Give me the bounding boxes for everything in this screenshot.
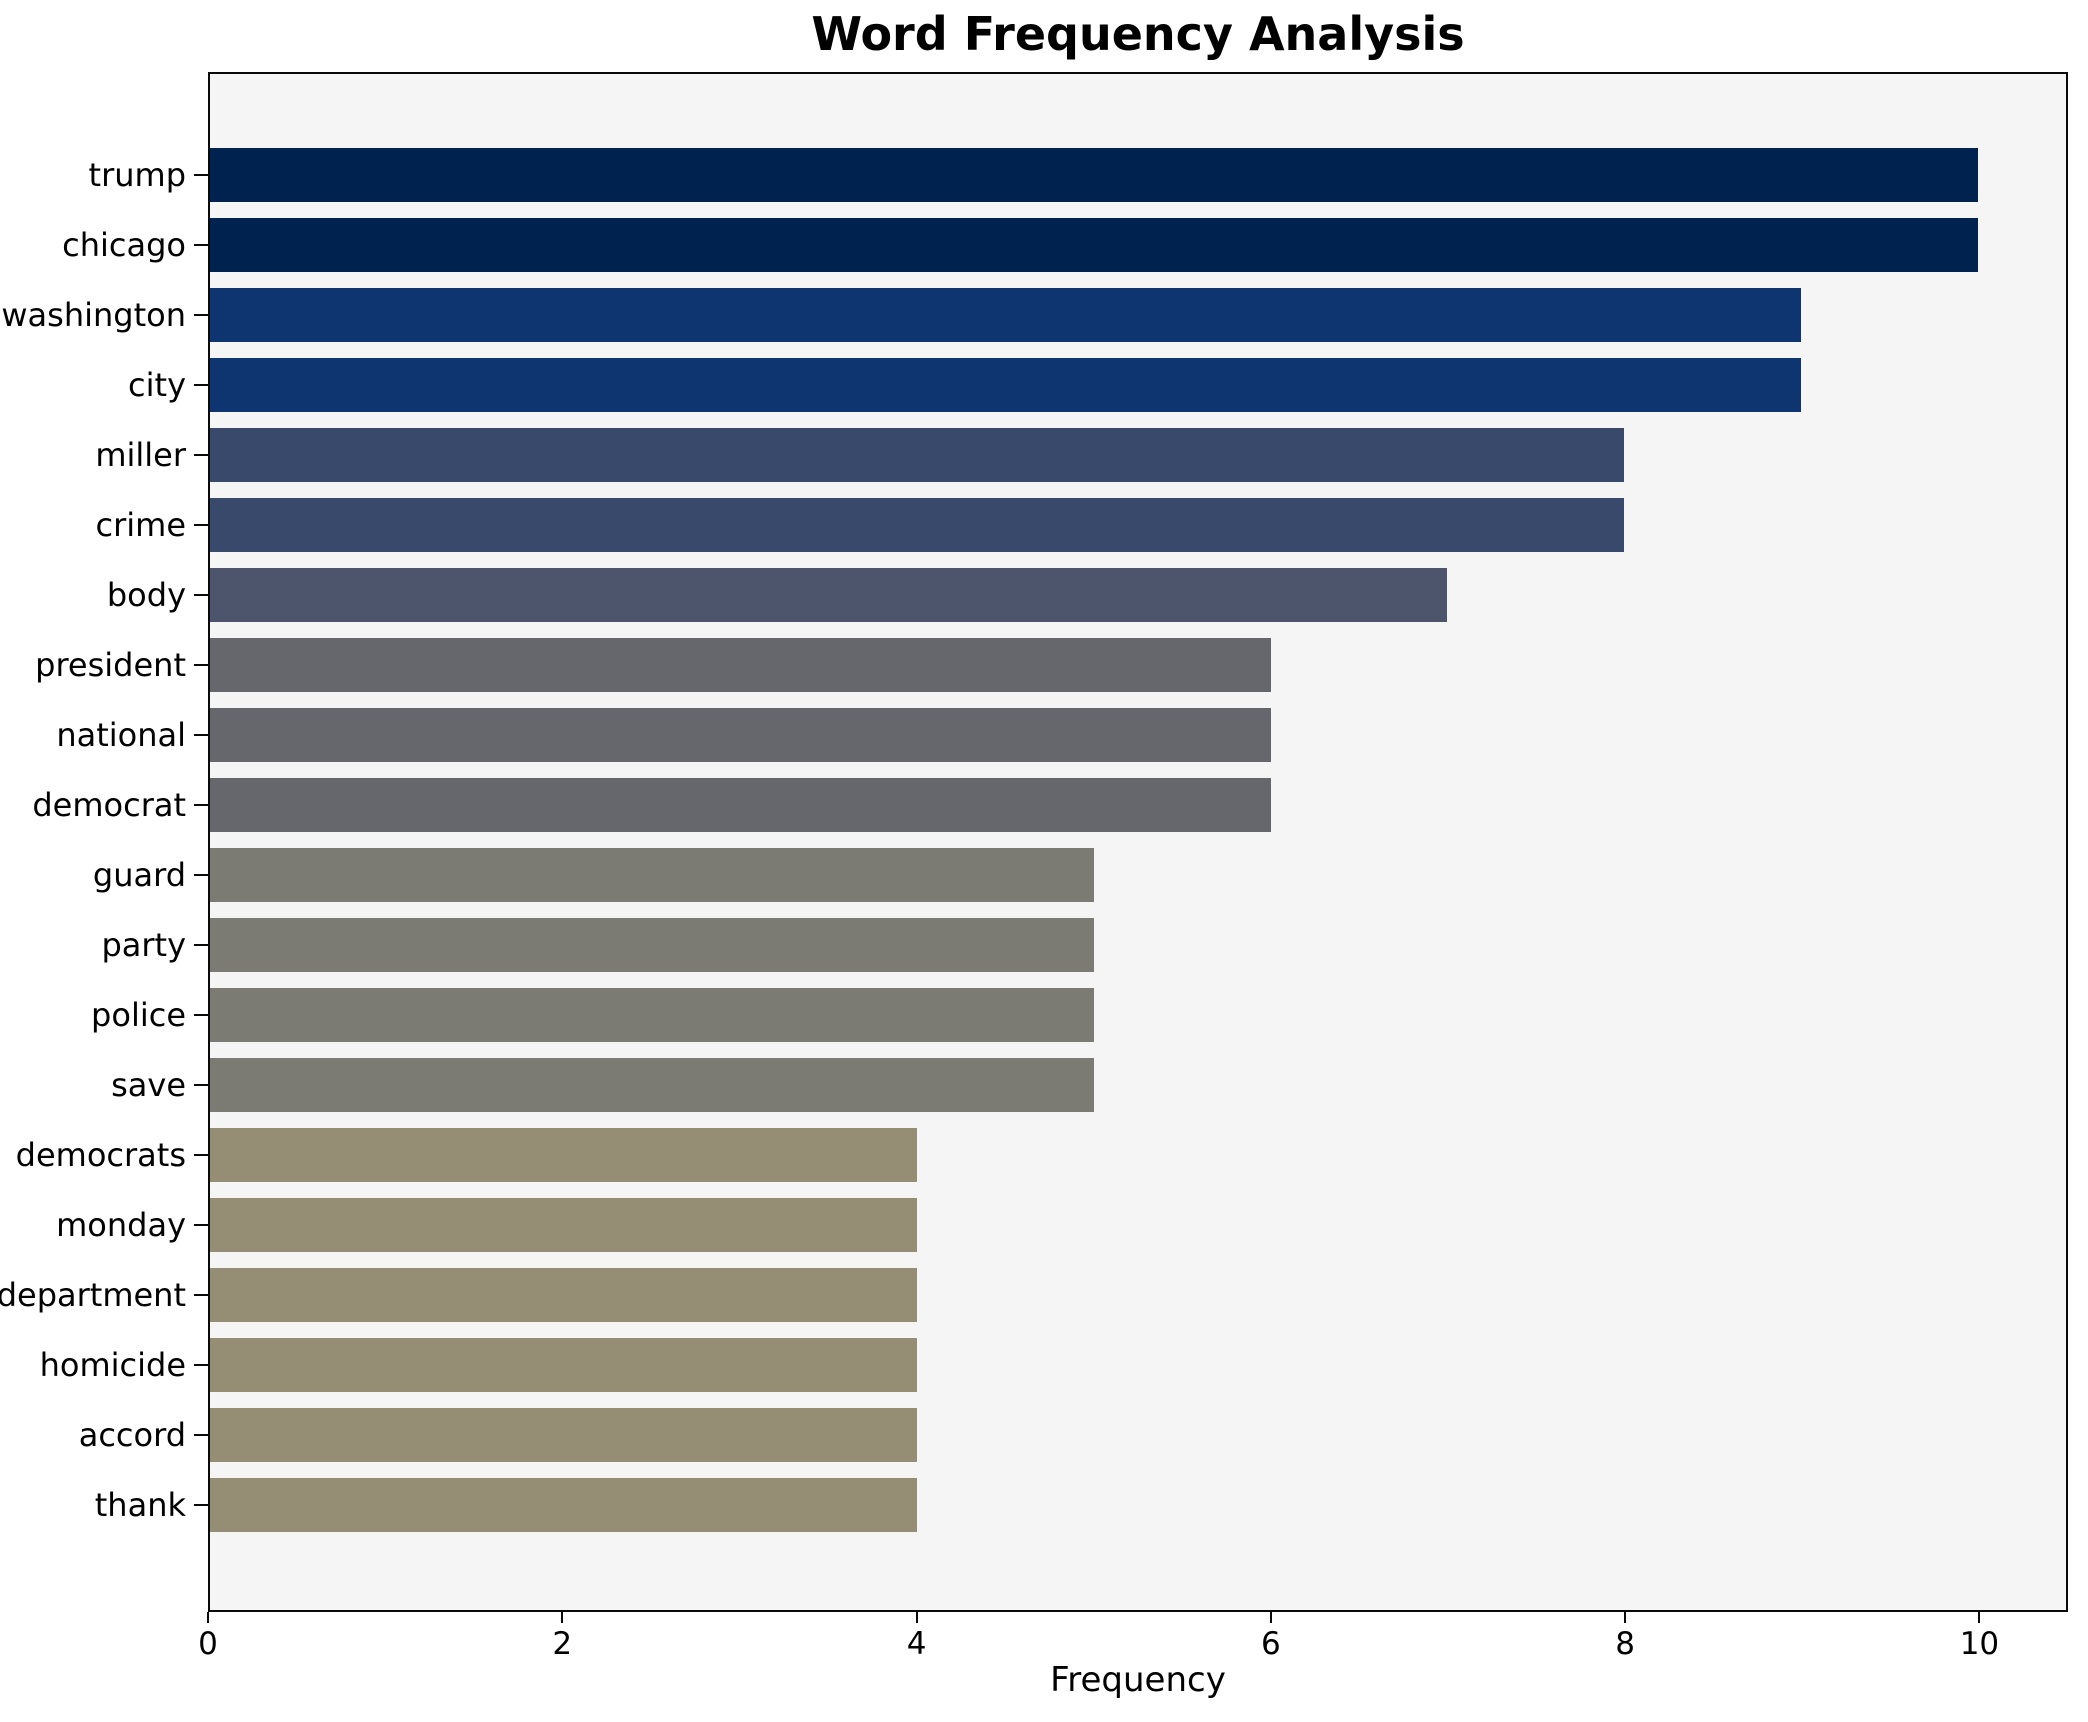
x-axis-label: Frequency bbox=[1050, 1660, 1226, 1700]
bar-row: democrat bbox=[32, 770, 2066, 840]
frequency-bar-democrats bbox=[210, 1128, 918, 1182]
bar-row: accord bbox=[79, 1400, 2066, 1470]
bar-row: crime bbox=[96, 490, 2066, 560]
y-tick-mark bbox=[194, 314, 208, 316]
y-tick-label: guard bbox=[92, 856, 186, 894]
y-tick-mark bbox=[194, 734, 208, 736]
x-tick-mark bbox=[207, 1612, 209, 1623]
y-tick-mark bbox=[194, 1224, 208, 1226]
frequency-bar-monday bbox=[210, 1198, 918, 1252]
y-tick-mark bbox=[194, 454, 208, 456]
bar-row: trump bbox=[89, 140, 2066, 210]
y-tick-label: democrat bbox=[32, 786, 186, 824]
bar-row: guard bbox=[93, 840, 2066, 910]
frequency-bar-washington bbox=[210, 288, 1801, 342]
frequency-bar-national bbox=[210, 708, 1271, 762]
y-tick-label: body bbox=[106, 576, 186, 614]
y-tick-mark bbox=[194, 874, 208, 876]
frequency-bar-crime bbox=[210, 498, 1625, 552]
frequency-bar-city bbox=[210, 358, 1801, 412]
y-tick-mark bbox=[194, 1294, 208, 1296]
y-tick-mark bbox=[194, 1014, 208, 1016]
frequency-bar-miller bbox=[210, 428, 1625, 482]
y-tick-mark bbox=[194, 944, 208, 946]
frequency-bar-body bbox=[210, 568, 1448, 622]
y-tick-mark bbox=[194, 804, 208, 806]
x-tick-label: 4 bbox=[906, 1626, 927, 1662]
frequency-bar-save bbox=[210, 1058, 1094, 1112]
frequency-bar-accord bbox=[210, 1408, 918, 1462]
bar-row: thank bbox=[95, 1470, 2066, 1540]
y-tick-mark bbox=[194, 1364, 208, 1366]
y-tick-label: trump bbox=[88, 156, 186, 194]
bar-row: department bbox=[0, 1260, 2066, 1330]
y-tick-mark bbox=[194, 244, 208, 246]
y-tick-mark bbox=[194, 1084, 208, 1086]
x-tick-mark bbox=[561, 1612, 564, 1623]
y-tick-mark bbox=[194, 384, 208, 386]
frequency-bar-guard bbox=[210, 848, 1094, 902]
bar-row: chicago bbox=[62, 210, 2066, 280]
y-tick-mark bbox=[194, 524, 208, 526]
y-tick-label: party bbox=[101, 926, 186, 964]
bar-row: police bbox=[91, 980, 2066, 1050]
y-tick-label: miller bbox=[95, 436, 186, 474]
x-tick-label: 10 bbox=[1959, 1626, 2000, 1662]
frequency-bar-democrat bbox=[210, 778, 1271, 832]
frequency-bar-trump bbox=[210, 148, 1978, 202]
frequency-bar-chicago bbox=[210, 218, 1978, 272]
bar-row: miller bbox=[95, 420, 2066, 490]
y-tick-label: accord bbox=[78, 1416, 186, 1454]
y-tick-label: washington bbox=[1, 296, 186, 334]
frequency-bar-party bbox=[210, 918, 1094, 972]
y-tick-mark bbox=[194, 174, 208, 176]
y-tick-mark bbox=[194, 1504, 208, 1506]
x-tick-mark bbox=[1269, 1612, 1272, 1623]
y-tick-label: monday bbox=[56, 1206, 186, 1244]
bar-row: save bbox=[111, 1050, 2066, 1120]
plot-area: trump chicago washington city miller crime bod… bbox=[0, 72, 2068, 1612]
frequency-bar-thank bbox=[210, 1478, 918, 1532]
frequency-bar-homicide bbox=[210, 1338, 918, 1392]
x-tick-mark bbox=[1624, 1612, 1627, 1623]
y-tick-label: democrats bbox=[15, 1136, 186, 1174]
y-tick-mark bbox=[194, 1154, 208, 1156]
y-tick-label: crime bbox=[95, 506, 187, 544]
bar-row: city bbox=[128, 350, 2066, 420]
x-tick-label: 0 bbox=[198, 1626, 218, 1662]
y-tick-label: chicago bbox=[62, 226, 186, 264]
bar-row: body bbox=[107, 560, 2066, 630]
frequency-bar-department bbox=[210, 1268, 918, 1322]
y-tick-mark bbox=[194, 594, 208, 596]
x-tick-label: 6 bbox=[1260, 1626, 1281, 1662]
y-tick-label: thank bbox=[94, 1486, 186, 1524]
y-tick-label: save bbox=[111, 1066, 186, 1104]
y-tick-label: city bbox=[128, 366, 186, 404]
y-tick-label: police bbox=[91, 996, 186, 1034]
y-tick-mark bbox=[194, 664, 208, 666]
bars-container: trump chicago washington city miller crime bod… bbox=[0, 74, 2066, 1610]
bar-row: party bbox=[101, 910, 2066, 980]
bar-row: national bbox=[56, 700, 2066, 770]
y-tick-label: homicide bbox=[39, 1346, 186, 1384]
y-tick-label: national bbox=[56, 716, 186, 754]
bar-row: homicide bbox=[40, 1330, 2066, 1400]
chart-title: Word Frequency Analysis bbox=[811, 7, 1465, 61]
x-tick-mark bbox=[1978, 1612, 1981, 1623]
y-tick-label: president bbox=[35, 646, 186, 684]
frequency-bar-president bbox=[210, 638, 1271, 692]
y-tick-label: department bbox=[0, 1276, 186, 1314]
bar-row: monday bbox=[56, 1190, 2066, 1260]
y-tick-mark bbox=[194, 1434, 208, 1436]
x-axis: 0 2 4 6 8 10 bbox=[198, 1612, 2068, 1682]
x-tick-label: 2 bbox=[552, 1626, 573, 1662]
frequency-bar-police bbox=[210, 988, 1094, 1042]
bar-row: democrats bbox=[16, 1120, 2066, 1190]
bar-row: washington bbox=[1, 280, 2066, 350]
bar-row: president bbox=[35, 630, 2066, 700]
x-tick-mark bbox=[915, 1612, 918, 1623]
x-tick-label: 8 bbox=[1615, 1626, 1636, 1662]
